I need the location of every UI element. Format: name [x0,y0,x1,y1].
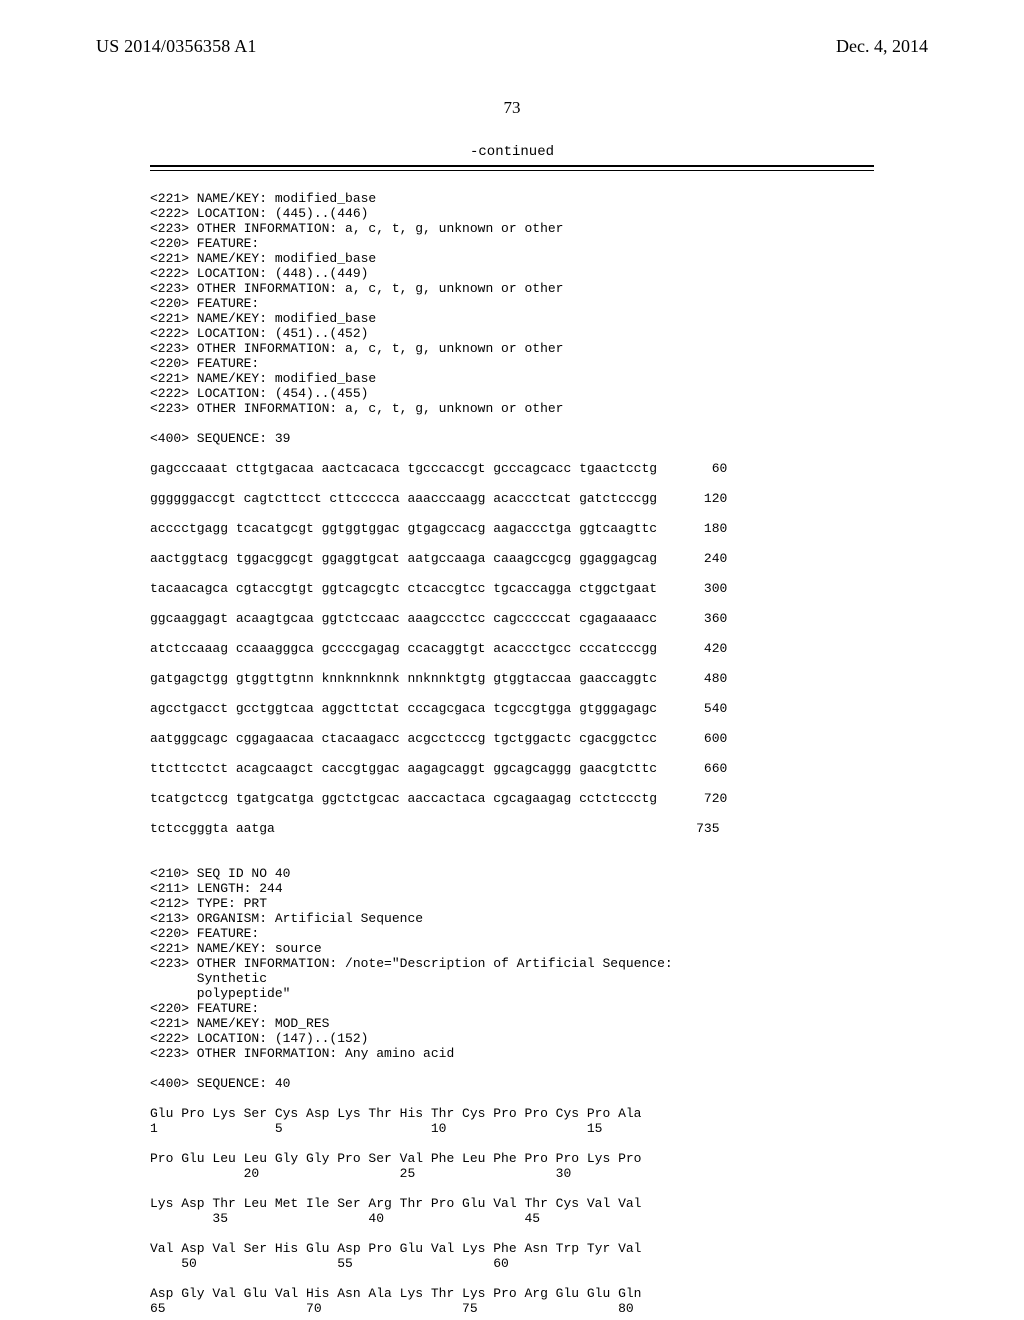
horizontal-rule-thin [150,170,874,171]
horizontal-rule-thick [150,165,874,167]
continued-label: -continued [0,144,1024,160]
page-number: 73 [0,98,1024,118]
publication-date: Dec. 4, 2014 [836,36,928,57]
sequence-listing-body: <221> NAME/KEY: modified_base <222> LOCA… [150,191,890,1316]
publication-number: US 2014/0356358 A1 [96,36,257,57]
page: US 2014/0356358 A1 Dec. 4, 2014 73 -cont… [0,0,1024,1320]
